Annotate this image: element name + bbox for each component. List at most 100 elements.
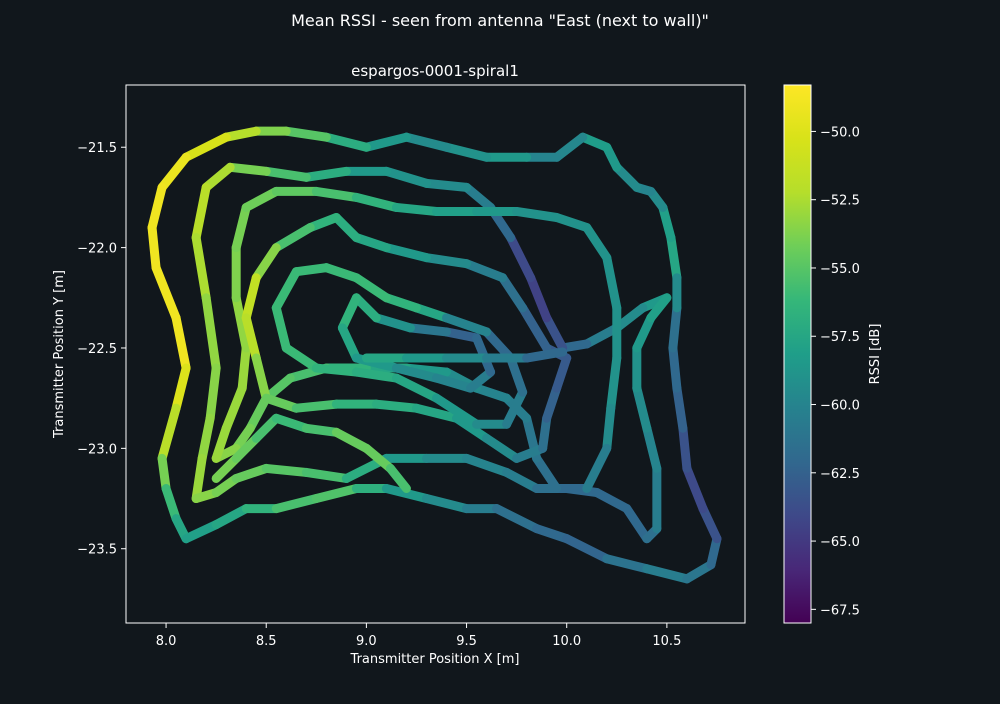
trajectory-segment	[305, 212, 341, 233]
trajectory-segment	[532, 453, 562, 493]
trajectory-segment	[552, 132, 588, 162]
trajectory-segment	[271, 494, 321, 514]
trajectory-segment	[301, 467, 351, 483]
trajectory-segment	[261, 393, 301, 413]
trajectory-segment	[311, 186, 361, 202]
colorbar-tick-label: −57.5	[820, 330, 860, 345]
trajectory-segment	[281, 343, 321, 373]
colorbar-tick-label: −65.0	[820, 535, 860, 550]
y-tick-label: −21.5	[77, 141, 117, 156]
trajectory-segment	[147, 182, 167, 233]
trajectory-segment	[401, 132, 452, 152]
trajectory-segment	[518, 303, 552, 353]
trajectory-segment	[642, 423, 662, 473]
trajectory-series-8	[361, 347, 568, 363]
trajectory-segment	[522, 347, 568, 363]
trajectory-segment	[241, 313, 261, 363]
trajectory-segment	[271, 413, 311, 433]
trajectory-segment	[251, 413, 281, 443]
trajectory-segment	[622, 504, 652, 544]
trajectory-series-7	[211, 413, 411, 493]
trajectory-segment	[381, 293, 421, 313]
trajectory-segment	[331, 427, 371, 453]
trajectory-segment	[157, 152, 191, 192]
trajectory-segment	[231, 433, 261, 463]
trajectory-segment	[321, 263, 361, 283]
trajectory-segment	[331, 212, 361, 243]
y-tick-label: −23.0	[77, 442, 117, 457]
trajectory-segment	[381, 166, 431, 188]
trajectory-segment	[271, 223, 315, 253]
trajectory-segment	[532, 524, 572, 544]
trajectory-segment	[241, 273, 261, 323]
colorbar-tick-label: −62.5	[820, 467, 860, 482]
colorbar-tick-label: −52.5	[820, 194, 860, 209]
trajectory-segment	[191, 233, 211, 303]
trajectory-segment	[231, 463, 271, 483]
y-tick-label: −22.5	[77, 342, 117, 357]
trajectory-segment	[682, 560, 716, 584]
trajectory-segment	[351, 233, 391, 253]
trajectory-segment	[181, 520, 221, 544]
trajectory-segment	[211, 423, 231, 463]
trajectory-segment	[211, 504, 251, 530]
colorbar-label: RSSI [dB]	[868, 324, 883, 385]
trajectory-segment	[582, 323, 622, 349]
trajectory-segment	[191, 182, 211, 243]
trajectory-segment	[542, 313, 568, 353]
trajectory-segment	[682, 463, 708, 514]
trajectory-segment	[506, 233, 536, 283]
x-tick-label: 10.0	[552, 634, 581, 649]
trajectory-segment	[201, 162, 235, 192]
trajectory-segment	[201, 293, 221, 373]
trajectory-segment	[646, 293, 672, 323]
trajectory-segment	[668, 343, 682, 393]
trajectory-segment	[642, 564, 692, 584]
trajectory-segment	[301, 423, 341, 437]
trajectory-segment	[251, 243, 281, 283]
trajectory-segment	[432, 373, 476, 393]
trajectory-segment	[371, 313, 415, 333]
trajectory-segment	[321, 132, 371, 152]
trajectory-segment	[542, 383, 562, 423]
trajectory-segment	[211, 453, 241, 483]
trajectory-segment	[462, 259, 508, 283]
trajectory-segment	[668, 303, 682, 353]
trajectory-segment	[311, 484, 361, 504]
trajectory-segment	[606, 353, 622, 413]
trajectory-segment	[351, 192, 401, 212]
figure-suptitle: Mean RSSI - seen from antenna "East (nex…	[291, 11, 709, 30]
trajectory-segment	[351, 367, 401, 383]
trajectory-segment	[147, 223, 161, 273]
trajectory-segment	[462, 453, 512, 477]
trajectory-segment	[658, 202, 676, 243]
x-axis-label: Transmitter Position X [m]	[350, 652, 520, 667]
trajectory-segment	[161, 484, 181, 524]
trajectory-segment	[205, 363, 221, 423]
trajectory-segment	[181, 132, 231, 162]
trajectory-segment	[562, 534, 612, 564]
trajectory-series-1	[147, 126, 722, 584]
trajectory-segment	[411, 303, 452, 323]
trajectory-segment	[157, 403, 181, 463]
trajectory-segment	[632, 383, 652, 433]
trajectory-segment	[492, 504, 542, 534]
trajectory-series-3	[211, 186, 622, 493]
x-tick-label: 10.5	[652, 634, 681, 649]
trajectory-segment	[472, 383, 512, 403]
x-tick-label: 9.5	[456, 634, 477, 649]
trajectory-segment	[672, 383, 688, 433]
trajectory-segment	[602, 403, 616, 453]
trajectory-segment	[251, 353, 271, 403]
trajectory-segment	[582, 223, 612, 263]
trajectory-segment	[502, 387, 528, 429]
trajectory-segment	[592, 488, 632, 514]
trajectory-segment	[552, 212, 592, 233]
trajectory-segment	[452, 413, 492, 443]
x-axis-ticks: 8.0 8.5 9.0 9.5 10.0 10.5	[156, 623, 681, 649]
trajectory-segment	[291, 263, 331, 277]
trajectory-series-5	[271, 263, 528, 429]
trajectory-segment	[421, 253, 472, 269]
trajectory-segment	[381, 484, 431, 504]
